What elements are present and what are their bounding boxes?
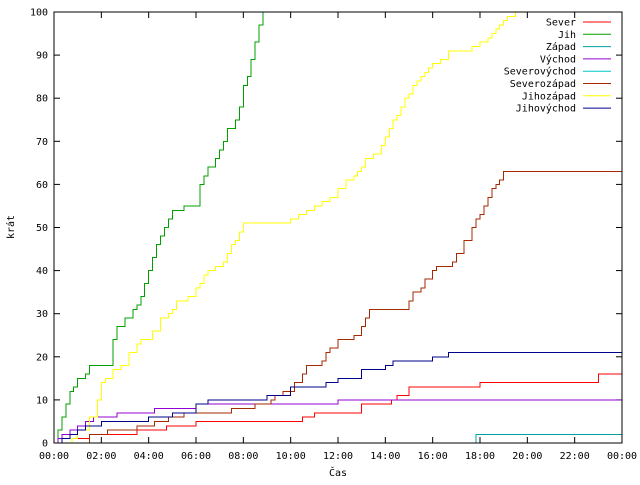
legend-label: Jihovýchod [516, 103, 576, 115]
y-tick-label: 100 [30, 8, 48, 19]
legend-label: Jihozápad [522, 90, 576, 102]
x-tick-label: 18:00 [465, 451, 495, 462]
legend: SeverJihZápadVýchodSeverovýchodSeverozáp… [504, 18, 611, 115]
y-tick-label: 20 [36, 352, 48, 363]
y-tick-label: 70 [36, 137, 48, 148]
y-axis-title: krát [5, 215, 17, 239]
x-tick-label: 10:00 [276, 451, 306, 462]
series-line-sever [54, 373, 622, 444]
series-group [54, 11, 622, 444]
y-tick-label: 80 [36, 94, 48, 105]
x-tick-label: 08:00 [228, 451, 258, 462]
y-tick-label: 30 [36, 309, 48, 320]
y-tick-label: 40 [36, 266, 48, 277]
legend-label: Sever [546, 18, 576, 29]
x-tick-label: 00:00 [607, 451, 637, 462]
legend-label: Severozápad [510, 78, 576, 90]
y-tick-label: 0 [42, 439, 48, 450]
series-line-jihovýchod [54, 352, 622, 444]
axis-labels: krát Čas 0 10 20 30 40 50 60 70 80 90 100 00:00 02:0… [5, 8, 637, 480]
plot-frame [53, 11, 623, 444]
x-tick-label: 04:00 [134, 451, 164, 462]
x-tick-label: 16:00 [418, 451, 448, 462]
x-tick-label: 00:00 [39, 451, 69, 462]
y-tick-label: 90 [36, 51, 48, 62]
x-tick-label: 22:00 [560, 451, 590, 462]
x-tick-label: 12:00 [323, 451, 353, 462]
x-tick-label: 20:00 [512, 451, 542, 462]
series-line-jihozápad [54, 11, 528, 444]
y-tick-label: 50 [36, 223, 48, 234]
x-tick-label: 02:00 [86, 451, 116, 462]
y-tick-label: 10 [36, 395, 48, 406]
x-tick-label: 06:00 [181, 451, 211, 462]
legend-label: Východ [540, 53, 576, 65]
x-axis-title: Čas [329, 466, 347, 479]
legend-label: Jih [558, 30, 576, 41]
y-tick-label: 60 [36, 180, 48, 191]
series-line-severozápad [54, 171, 622, 444]
legend-label: Severovýchod [504, 66, 576, 78]
series-line-jih [54, 12, 264, 444]
legend-label: Západ [546, 41, 576, 53]
x-tick-label: 14:00 [370, 451, 400, 462]
